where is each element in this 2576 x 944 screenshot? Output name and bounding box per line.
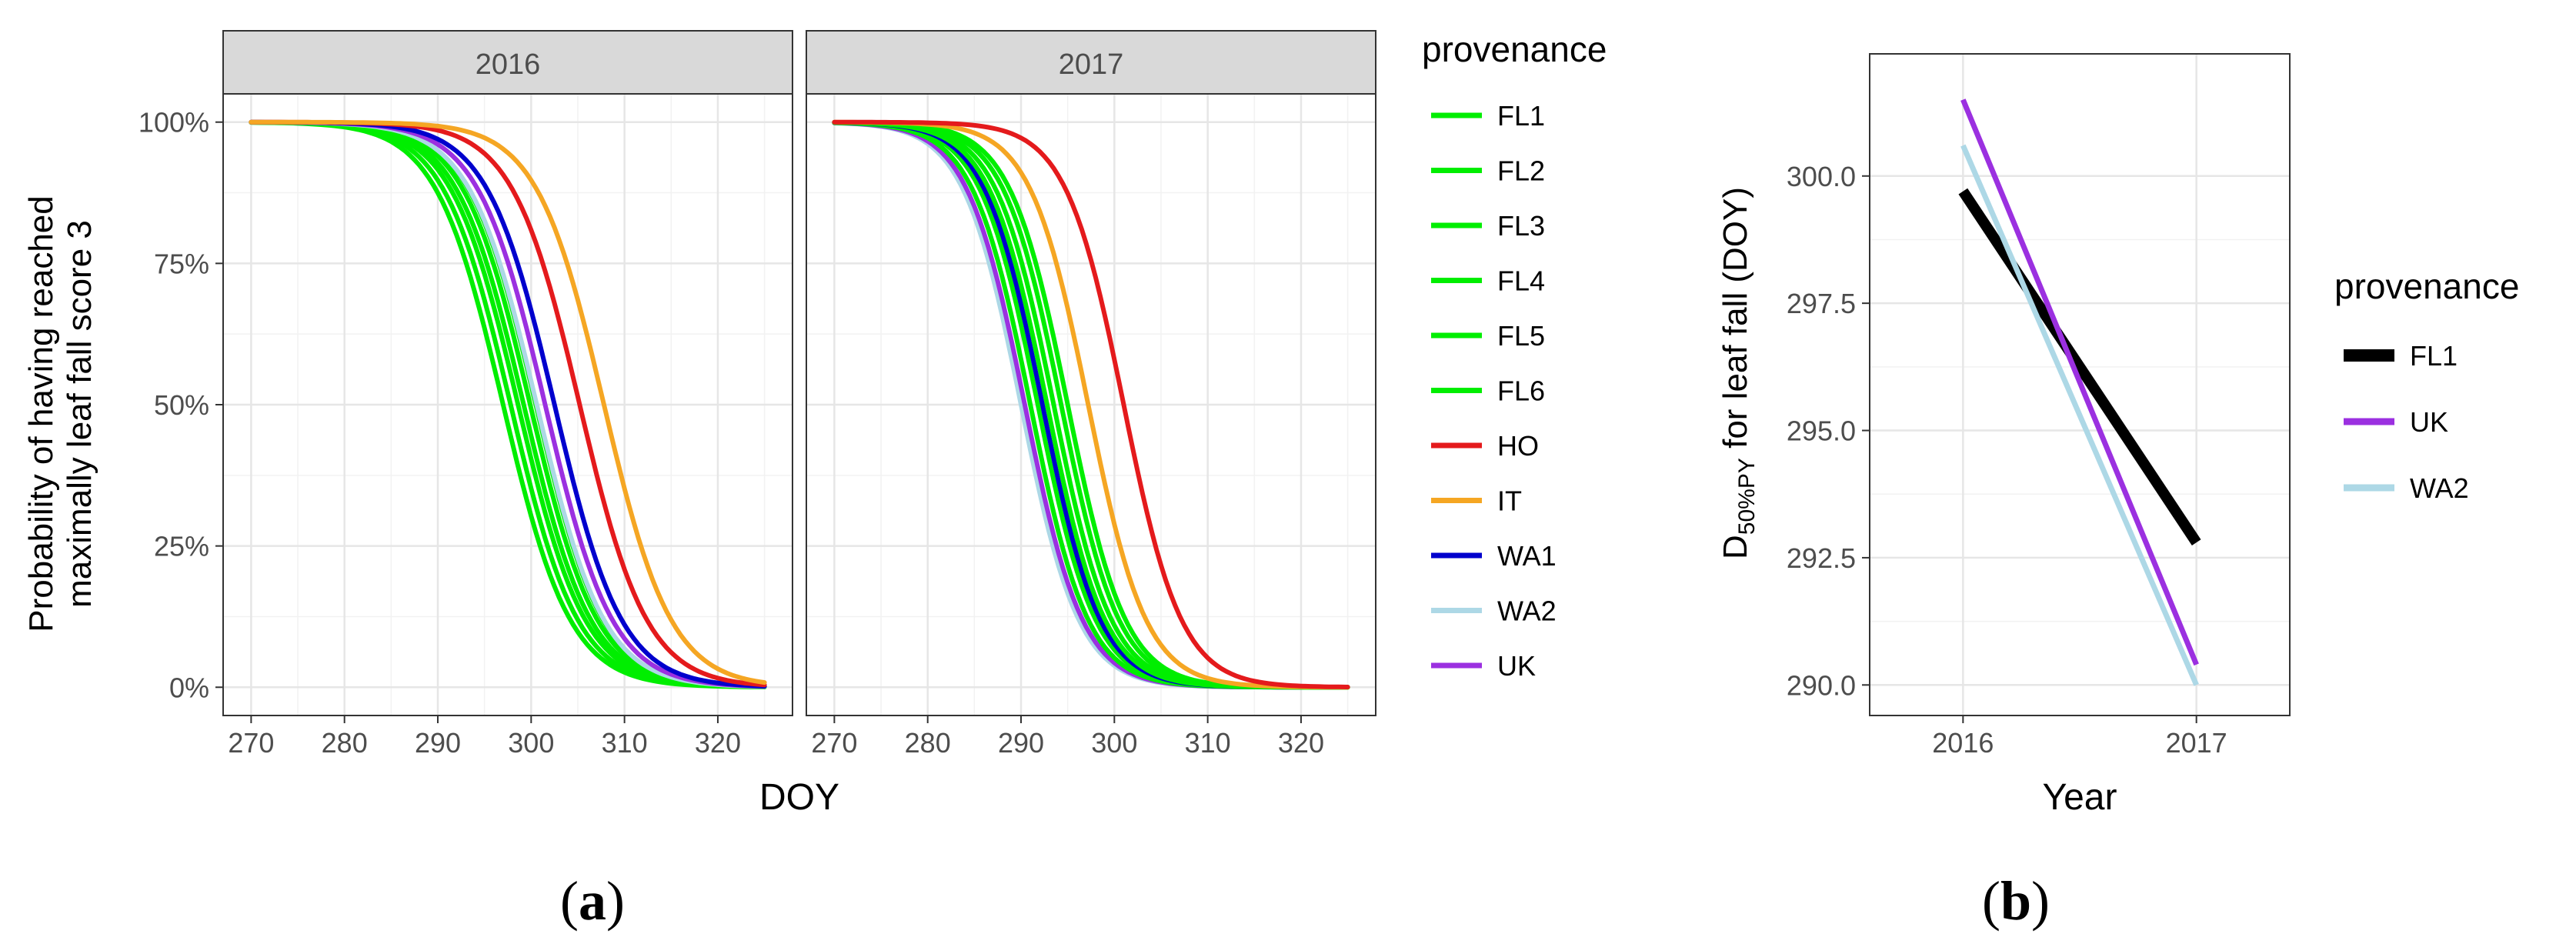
- x-tick-label: 300: [1091, 727, 1137, 759]
- facet-2017-frame: [806, 93, 1376, 716]
- panel-b-xlabel: Year: [2043, 777, 2117, 818]
- facet-2016-strip-label: 2016: [475, 48, 541, 81]
- series-line-wa2: [1960, 144, 2199, 686]
- panel-a-label-letter: a: [579, 870, 606, 932]
- legend-label-fl2: FL2: [1497, 155, 1545, 187]
- panel-a-ylabel-line2: maximally leaf fall score 3: [61, 220, 98, 608]
- panel-b-frame: [1869, 53, 2291, 716]
- x-tick-label: 310: [602, 727, 648, 759]
- legend-label-wa2: WA2: [2410, 472, 2469, 504]
- legend-label-uk: UK: [1497, 650, 1536, 682]
- x-tick-label: 290: [415, 727, 461, 759]
- panel-b-ylabel-main: D: [1717, 535, 1754, 559]
- legend-label-fl6: FL6: [1497, 375, 1545, 407]
- panel-a-label: (a): [560, 870, 625, 932]
- x-tick-label: 280: [322, 727, 368, 759]
- x-tick-label: 2016: [1932, 727, 1994, 759]
- x-tick-label: 270: [811, 727, 857, 759]
- legend-label-fl1: FL1: [1497, 100, 1545, 132]
- y-tick-label: 295.0: [1787, 415, 1856, 447]
- x-tick-label: 280: [905, 727, 951, 759]
- legend-label-wa1: WA1: [1497, 540, 1557, 572]
- panel-b-legend: provenance FL1 UK WA2: [2334, 266, 2519, 504]
- panel-a-y-ticks: 0% 25% 50% 75% 100%: [138, 107, 223, 703]
- facet-2016-x-ticks: 270 280 290 300 310 320: [228, 716, 741, 759]
- panel-b-ylabel-sub: 50%PY: [1734, 458, 1760, 535]
- y-tick-label: 100%: [138, 107, 209, 138]
- legend-label-uk: UK: [2410, 406, 2448, 438]
- facet-2017: 2017 270 280 290 300 310 320: [806, 30, 1376, 759]
- y-tick-label: 290.0: [1787, 669, 1856, 701]
- legend-label-fl1: FL1: [2410, 340, 2458, 372]
- facet-2017-x-ticks: 270 280 290 300 310 320: [811, 716, 1324, 759]
- x-tick-label: 320: [695, 727, 741, 759]
- panel-b-y-ticks: 290.0 292.5 295.0 297.5 300.0: [1787, 161, 1870, 701]
- x-tick-label: 310: [1185, 727, 1231, 759]
- legend-label-fl3: FL3: [1497, 210, 1545, 242]
- y-tick-label: 297.5: [1787, 288, 1856, 319]
- y-tick-label: 0%: [169, 672, 209, 703]
- legend-label-fl4: FL4: [1497, 265, 1545, 297]
- y-tick-label: 75%: [154, 248, 209, 279]
- series-line-uk: [1960, 98, 2199, 666]
- panel-a-xlabel: DOY: [759, 777, 839, 818]
- panel-b-legend-title: provenance: [2334, 266, 2519, 306]
- x-tick-label: 300: [508, 727, 554, 759]
- facet-2016: 2016 270 280 290 300 310 320: [222, 30, 793, 759]
- legend-label-fl5: FL5: [1497, 320, 1545, 352]
- panel-b-label-letter: b: [2000, 870, 2031, 932]
- panel-b-legend-items: FL1 UK WA2: [2344, 340, 2469, 504]
- legend-label-it: IT: [1497, 485, 1522, 517]
- legend-label-ho: HO: [1497, 430, 1539, 462]
- legend-label-wa2: WA2: [1497, 595, 1557, 627]
- x-tick-label: 290: [998, 727, 1044, 759]
- series-line-fl1: [1958, 188, 2201, 545]
- panel-a: Probability of having reached maximally …: [22, 29, 1607, 932]
- panel-b-ylabel: D50%PY for leaf fall (DOY): [1717, 187, 1760, 559]
- y-tick-label: 292.5: [1787, 542, 1856, 574]
- panel-b-gridlines: [1870, 54, 2290, 716]
- series-line-it: [249, 119, 767, 685]
- x-tick-label: 270: [228, 727, 274, 759]
- facet-2017-strip-label: 2017: [1059, 48, 1124, 81]
- y-tick-label: 300.0: [1787, 161, 1856, 192]
- panel-a-ylabel-line1: Probability of having reached: [22, 195, 60, 632]
- facet-2016-series: [249, 119, 767, 689]
- series-line-ho: [832, 119, 1350, 689]
- panel-a-legend-items: FL1 FL2 FL3 FL4 FL5 FL6 HO IT WA1 WA2 UK: [1431, 100, 1557, 682]
- facet-2017-strip: [806, 30, 1376, 95]
- x-tick-label: 2017: [2166, 727, 2227, 759]
- panel-b-ylabel-rest: for leaf fall (DOY): [1717, 187, 1754, 458]
- facet-2017-series: [832, 119, 1350, 690]
- panel-b-label: (b): [1982, 870, 2050, 932]
- y-tick-label: 25%: [154, 531, 209, 562]
- y-tick-label: 50%: [154, 389, 209, 421]
- panel-b-x-ticks: 2016 2017: [1932, 716, 2227, 759]
- panel-b-series: [1958, 98, 2201, 686]
- panel-a-legend: provenance FL1 FL2 FL3 FL4 FL5 FL6 HO IT WA1 WA2 U…: [1422, 29, 1607, 682]
- facet-2016-strip: [222, 30, 793, 95]
- panel-b: D50%PY for leaf fall (DOY) 290.0 292.5 295…: [1717, 53, 2519, 932]
- panel-a-legend-title: provenance: [1422, 29, 1607, 69]
- x-tick-label: 320: [1278, 727, 1324, 759]
